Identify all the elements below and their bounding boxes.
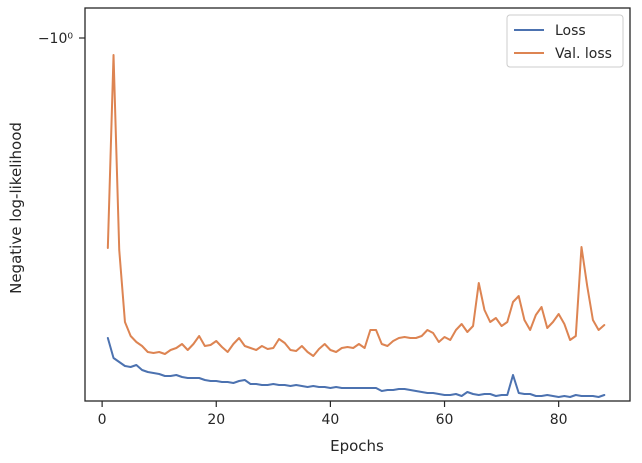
x-tick-label: 60 bbox=[436, 412, 454, 428]
x-tick-label: 40 bbox=[321, 412, 339, 428]
legend-label-val-loss: Val. loss bbox=[555, 46, 612, 62]
series-line-1 bbox=[106, 54, 606, 357]
x-axis: 0 20 40 60 80 bbox=[98, 401, 568, 428]
legend-label-loss: Loss bbox=[555, 23, 586, 39]
y-axis: −10⁰ bbox=[38, 31, 85, 47]
series-layer bbox=[106, 54, 606, 398]
series-line-0 bbox=[106, 337, 606, 398]
plot-area bbox=[84, 7, 631, 402]
y-axis-label: Negative log-likelihood bbox=[7, 122, 25, 294]
x-tick-label: 20 bbox=[207, 412, 225, 428]
y-tick-label: −10⁰ bbox=[38, 31, 74, 47]
x-axis-label: Epochs bbox=[330, 437, 384, 455]
x-tick-label: 80 bbox=[550, 412, 568, 428]
x-tick-label: 0 bbox=[98, 412, 107, 428]
legend: Loss Val. loss bbox=[506, 14, 624, 68]
